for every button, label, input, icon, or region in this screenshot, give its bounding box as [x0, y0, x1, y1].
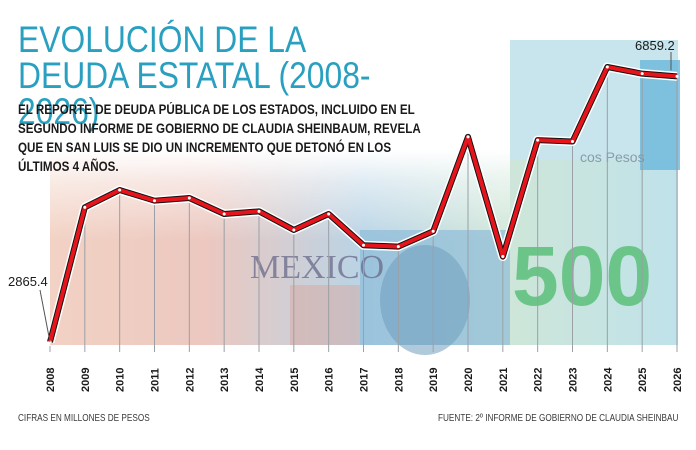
data-label-leader	[39, 289, 51, 343]
x-tick-label: 2015	[289, 368, 301, 392]
data-point	[396, 245, 400, 249]
x-tick-label: 2017	[359, 368, 371, 392]
data-label: 6859.2	[635, 38, 675, 53]
data-point	[675, 74, 679, 78]
x-tick-label: 2019	[428, 368, 440, 392]
data-point	[501, 255, 505, 259]
x-tick-label: 2018	[393, 368, 405, 392]
data-point	[640, 72, 644, 76]
x-tick-label: 2012	[184, 368, 196, 392]
page-title: EVOLUCIÓN DE LA DEUDA ESTATAL (2008-2026…	[18, 19, 371, 132]
series-points	[48, 65, 679, 344]
x-tick-label: 2014	[254, 367, 266, 392]
x-tick-label: 2023	[568, 368, 580, 392]
x-tick-label: 2010	[115, 368, 127, 392]
x-tick-label: 2009	[80, 368, 92, 392]
source-note: FUENTE: 2º INFORME DE GOBIERNO DE CLAUDI…	[438, 413, 679, 424]
x-tick-label: 2022	[533, 368, 545, 392]
x-tick-label: 2024	[602, 367, 614, 392]
x-tick-label: 2011	[150, 368, 162, 392]
data-point	[362, 243, 365, 247]
data-point	[118, 188, 122, 192]
data-point	[83, 205, 87, 209]
data-point	[222, 212, 226, 216]
banknote-pesos-text: cos Pesos	[580, 149, 645, 165]
vertical-grid	[49, 71, 678, 352]
data-point	[153, 199, 156, 203]
data-point	[536, 138, 540, 142]
data-labels: 2865.4 6859.2	[8, 38, 675, 343]
subtitle: EL REPORTE DE DEUDA PÚBLICA DE LOS ESTAD…	[18, 102, 421, 174]
x-axis-ticks: 2008 2009 2010 2011 2012 2013 2014 2015 2016 2017…	[45, 367, 684, 392]
data-point	[327, 212, 331, 216]
data-point	[605, 65, 609, 69]
x-tick-label: 2025	[637, 368, 649, 392]
data-point	[257, 209, 261, 213]
x-tick-label: 2013	[219, 368, 231, 392]
x-tick-label: 2021	[498, 368, 510, 392]
data-label: 2865.4	[8, 274, 48, 289]
x-tick-label: 2016	[324, 368, 336, 392]
data-point	[292, 228, 296, 232]
x-tick-label: 2020	[463, 368, 475, 392]
banknote-500-text: 500	[512, 229, 652, 323]
x-tick-label: 2008	[45, 368, 57, 392]
data-point	[571, 139, 574, 143]
units-note: CIFRAS EN MILLONES DE PESOS	[18, 413, 150, 424]
banknote-mexico-text: MEXICO	[250, 249, 384, 286]
data-point	[187, 196, 191, 200]
data-point	[466, 135, 470, 139]
x-tick-label: 2026	[672, 368, 684, 392]
data-point	[431, 229, 435, 233]
